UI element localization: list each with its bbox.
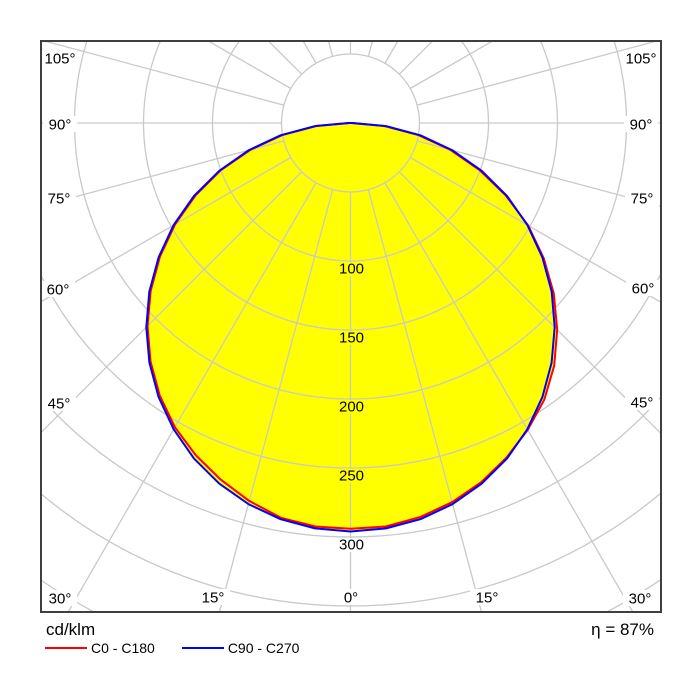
grid-ray — [42, 171, 303, 433]
grid-ray — [416, 42, 656, 106]
tick-label-layer: 100 150 200 250 300 105° 90° 75° 60° 45° 30° 105° 90… — [41, 50, 660, 608]
angle-tick-bg — [623, 590, 657, 606]
legend-line-red-icon — [45, 647, 87, 649]
angle-tick-label: 75° — [631, 191, 654, 208]
radial-tick-label: 150 — [339, 330, 364, 347]
chart-border — [40, 40, 662, 613]
angle-tick-bg — [625, 190, 659, 206]
angle-tick-label: 75° — [48, 191, 71, 208]
angle-tick-bg — [334, 589, 368, 605]
curve-c90-c270 — [145, 122, 556, 533]
angle-tick-bg — [43, 50, 77, 66]
angle-tick-label: 15° — [202, 590, 225, 607]
angle-tick-label: 30° — [629, 591, 652, 608]
angle-tick-label: 30° — [49, 591, 72, 608]
grid-ray — [398, 171, 660, 434]
radial-tick-label: 300 — [339, 537, 364, 554]
angle-tick-bg — [470, 589, 504, 605]
angle-tick-label: 0° — [344, 590, 358, 607]
legend-item-c90-c270: C90 - C270 — [181, 640, 300, 656]
unit-label: cd/klm — [46, 620, 96, 639]
grid-ray — [409, 156, 660, 303]
radial-tick-bg — [331, 469, 370, 483]
legend-label-c0-c180: C0 - C180 — [91, 640, 155, 656]
radial-tick-bg — [331, 538, 370, 552]
radial-tick-bg — [331, 331, 370, 345]
legend-line-blue-icon — [181, 647, 224, 649]
radial-tick-bg — [331, 400, 370, 414]
efficiency-label: η = 87% — [591, 620, 654, 639]
angle-tick-label: 105° — [44, 51, 75, 68]
radial-tick-bg — [331, 262, 370, 276]
angle-tick-label: 45° — [48, 396, 71, 413]
grid-ray — [409, 42, 493, 90]
radial-tick-label: 200 — [339, 399, 364, 416]
grid-ray — [328, 42, 334, 57]
grid-ray — [45, 42, 285, 106]
angle-tick-bg — [42, 190, 76, 206]
angle-tick-bg — [41, 281, 75, 297]
angle-tick-bg — [196, 589, 230, 605]
angle-tick-bg — [626, 280, 660, 296]
angle-tick-label: 90° — [49, 117, 72, 134]
legend-label-c90-c270: C90 - C270 — [227, 640, 300, 656]
grid-ray — [68, 182, 317, 611]
radial-tick-label: 100 — [339, 261, 364, 278]
radial-tick-label: 250 — [339, 468, 364, 485]
angle-tick-bg — [43, 590, 77, 606]
grid-ray — [208, 42, 292, 90]
angle-tick-bg — [624, 116, 658, 132]
angle-tick-label: 90° — [630, 117, 653, 134]
angle-tick-bg — [625, 394, 659, 410]
grid-ray — [384, 182, 633, 611]
grid-ray — [42, 156, 292, 302]
grid-ray — [42, 140, 285, 207]
curve-layer — [145, 122, 559, 533]
angle-tick-label: 60° — [632, 281, 655, 298]
grid-ray — [416, 140, 660, 207]
angle-tick-label: 15° — [476, 590, 499, 607]
legend: C0 - C180 C90 - C270 — [45, 640, 299, 656]
grid-ray — [367, 42, 373, 57]
angle-tick-label: 45° — [631, 395, 654, 412]
angle-tick-label: 105° — [625, 51, 656, 68]
angle-tick-bg — [624, 50, 658, 66]
angle-tick-bg — [43, 116, 77, 132]
angle-tick-label: 60° — [47, 282, 70, 299]
angle-tick-bg — [42, 395, 76, 411]
legend-item-c0-c180: C0 - C180 — [45, 640, 155, 656]
